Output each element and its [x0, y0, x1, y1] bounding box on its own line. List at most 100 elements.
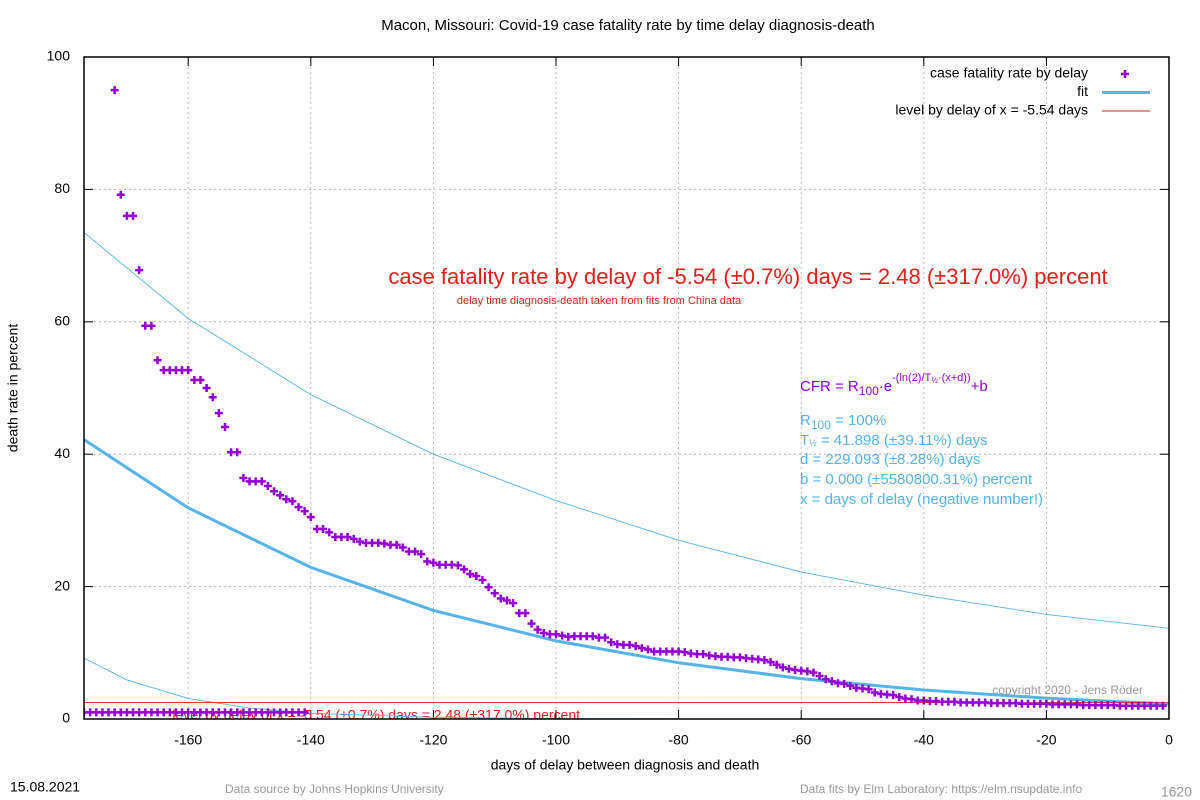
- point: [202, 384, 211, 392]
- point: [196, 376, 205, 385]
- series-line: [84, 232, 1169, 629]
- y-tick-label: 100: [47, 48, 71, 64]
- formula: CFR = R100·e-(ln(2)/T½·(x+d))+b: [800, 372, 988, 398]
- point: [300, 708, 309, 717]
- point: [288, 497, 297, 506]
- y-tick-label: 80: [54, 180, 70, 196]
- point: [239, 474, 248, 483]
- point: [870, 688, 879, 697]
- point: [270, 487, 279, 496]
- point: [306, 513, 315, 522]
- point: [147, 321, 156, 330]
- point: [846, 681, 855, 690]
- footer-date: 15.08.2021: [10, 779, 80, 795]
- point: [821, 675, 830, 684]
- point: [392, 540, 401, 549]
- param-d: d = 229.093 (±8.28%) days: [800, 451, 980, 468]
- point: [864, 685, 873, 694]
- point: [282, 495, 291, 504]
- point: [398, 543, 407, 552]
- point: [153, 356, 162, 365]
- point: [417, 550, 426, 559]
- point: [625, 640, 634, 649]
- point: [601, 633, 610, 642]
- point: [294, 503, 303, 512]
- x-tick-label: -60: [791, 732, 811, 748]
- point: [129, 211, 138, 220]
- plot-frame: [83, 56, 1170, 720]
- point: [766, 658, 775, 667]
- point: [490, 589, 499, 598]
- point: [380, 539, 389, 548]
- x-tick-label: -120: [419, 732, 447, 748]
- param-x: x = days of delay (negative number!): [800, 491, 1043, 508]
- y-axis-label: death rate in percent: [5, 324, 21, 453]
- point: [527, 619, 536, 628]
- point: [116, 190, 125, 199]
- point: [502, 596, 511, 605]
- point: [760, 656, 769, 665]
- point: [466, 570, 475, 579]
- point: [809, 668, 818, 677]
- x-tick-label: -40: [914, 732, 934, 748]
- point: [276, 491, 285, 500]
- chart-title: Macon, Missouri: Covid-19 case fatality …: [381, 17, 875, 34]
- point: [496, 594, 505, 603]
- legend: case fatality rate by delay fit level by d…: [895, 65, 1150, 118]
- point: [680, 648, 689, 657]
- point: [637, 644, 646, 653]
- point: [263, 481, 272, 490]
- legend-label: case fatality rate by delay: [930, 65, 1088, 81]
- x-axis-label: days of delay between diagnosis and deat…: [491, 757, 760, 773]
- x-tick-label: -140: [297, 732, 325, 748]
- point: [521, 609, 530, 618]
- param-r100: R100 = 100%: [800, 412, 886, 432]
- point: [478, 575, 487, 584]
- plot-area: level by delay of x = -5.54 (±0.7%) days…: [84, 86, 1169, 723]
- point: [460, 565, 469, 574]
- point: [300, 507, 309, 516]
- point: [214, 409, 223, 418]
- point: [220, 423, 229, 432]
- point: [319, 525, 328, 534]
- y-tick-label: 60: [54, 313, 70, 329]
- point: [907, 695, 916, 704]
- legend-label: level by delay of x = -5.54 days: [895, 102, 1088, 118]
- point: [429, 558, 438, 567]
- y-tick-label: 0: [62, 710, 70, 726]
- x-tick-label: -80: [668, 732, 688, 748]
- point: [472, 572, 481, 581]
- point: [349, 534, 358, 543]
- point: [453, 561, 462, 570]
- x-tick-label: 0: [1165, 732, 1173, 748]
- point: [208, 393, 217, 402]
- y-tick-label: 40: [54, 445, 70, 461]
- note: delay time diagnosis-death taken from fi…: [457, 295, 742, 307]
- point: [552, 630, 561, 639]
- point: [509, 599, 518, 608]
- point: [558, 631, 567, 640]
- x-tick-label: -20: [1036, 732, 1056, 748]
- point: [355, 537, 364, 546]
- point: [803, 667, 812, 676]
- point: [110, 86, 119, 95]
- point: [533, 625, 542, 634]
- point: [784, 664, 793, 673]
- headline: case fatality rate by delay of -5.54 (±0…: [388, 264, 1107, 289]
- point: [631, 642, 640, 651]
- level-text: level by delay of x = -5.54 (±0.7%) days…: [172, 707, 580, 723]
- y-tick-label: 20: [54, 577, 70, 593]
- point: [840, 679, 849, 688]
- point: [411, 547, 420, 556]
- point: [343, 532, 352, 541]
- point: [1158, 701, 1167, 710]
- point: [889, 691, 898, 700]
- point: [643, 645, 652, 654]
- footer-number: 1620: [1161, 784, 1192, 800]
- point: [699, 650, 708, 659]
- x-tick-label: -160: [174, 732, 202, 748]
- point: [539, 628, 548, 637]
- footer-source: Data source by Johns Hopkins University: [225, 782, 444, 796]
- point: [895, 693, 904, 702]
- point: [827, 677, 836, 686]
